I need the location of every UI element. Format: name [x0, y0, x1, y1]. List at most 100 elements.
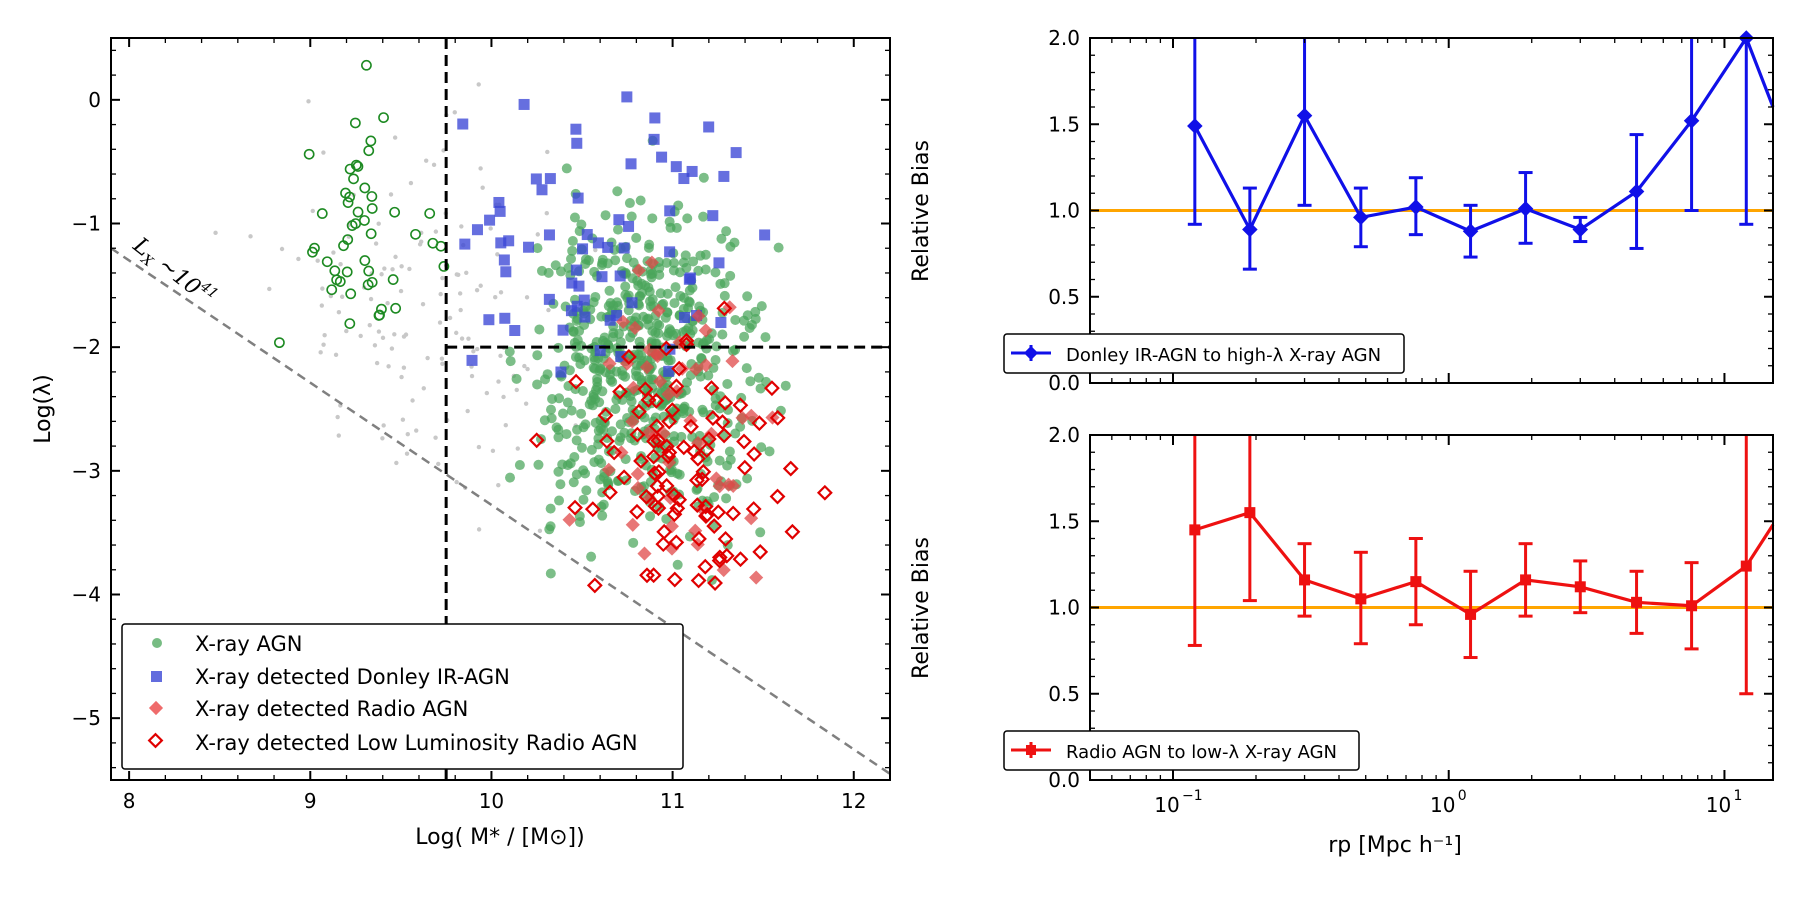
lowlum-radio-agn-point [678, 332, 695, 349]
lowlum-radio-agn-point [690, 572, 707, 589]
xray-agn-open-point [363, 145, 375, 157]
y-tick-label: 0.5 [1048, 682, 1080, 706]
xray-agn-point [742, 310, 753, 321]
lowlum-radio-agn-point [650, 463, 667, 480]
legend-marker-donley [151, 671, 162, 682]
donley-ir-agn-point [555, 366, 567, 378]
lowlum-radio-agn-point [606, 444, 623, 461]
xray-agn-point [588, 362, 599, 373]
legend-label-donley: X-ray detected Donley IR-AGN [195, 665, 510, 689]
xray-agn-point [773, 242, 784, 253]
grey-dot [407, 266, 412, 272]
xray-agn-point [598, 499, 609, 510]
xray-agn-point [505, 472, 516, 483]
grey-dot [484, 390, 490, 396]
xray-agn-point [593, 454, 604, 465]
xray-agn-open-point [363, 265, 375, 277]
y-tick-label: 0 [88, 88, 101, 112]
grey-dot [457, 291, 463, 296]
xray-agn-point [632, 275, 643, 286]
grey-dot [401, 365, 407, 370]
donley-ir-agn-point [715, 317, 727, 329]
donley-ir-agn-point [730, 147, 742, 159]
grey-dot [514, 387, 519, 393]
xray-agn-point [764, 446, 775, 457]
lowlum-radio-agn-point [782, 460, 799, 477]
radio-agn-point [616, 314, 631, 329]
grey-dot [373, 241, 379, 246]
y-tick-label: −3 [72, 459, 101, 483]
xray-agn-point [606, 426, 617, 437]
radio-agn-point [626, 380, 641, 395]
data-marker [1408, 199, 1424, 215]
xray-agn-point [671, 222, 682, 233]
lowlum-radio-agn-point [689, 450, 706, 467]
xray-agn-point [597, 510, 608, 521]
grey-dot [405, 431, 410, 437]
grey-dot [420, 301, 426, 307]
grey-dot [498, 353, 503, 359]
data-marker [1189, 524, 1201, 536]
data-marker [1410, 576, 1422, 588]
donley-ir-agn-point [613, 214, 625, 226]
grey-dot [374, 360, 380, 366]
lowlum-radio-agn-point [661, 413, 678, 430]
grey-dot [386, 364, 391, 369]
scatter-panel: 8 9 10 11 120−1−2−3−4−5 LX ~1041 Log( M* / [… [31, 37, 891, 850]
xray-agn-point [645, 511, 656, 522]
x-tick-label: 11 [660, 789, 685, 813]
grey-dot [496, 379, 501, 384]
xray-agn-open-point [345, 288, 357, 300]
lowlum-radio-agn-point [686, 443, 703, 460]
lowlum-radio-agn-point [645, 567, 662, 584]
grey-dot [501, 394, 506, 400]
grey-dot [454, 272, 459, 277]
lowlum-radio-agn-point [703, 380, 720, 397]
grey-dot [537, 528, 543, 534]
xray-agn-point [756, 442, 767, 453]
donley-ir-agn-point [543, 293, 555, 305]
donley-ir-agn-point [664, 343, 676, 355]
xray-agn-point [674, 267, 685, 278]
donley-ir-agn-point [618, 242, 630, 254]
data-marker [1462, 223, 1479, 239]
xray-agn-point [553, 466, 564, 477]
lowlum-radio-agn-point [698, 442, 715, 459]
grey-dot [379, 272, 384, 277]
lowlum-radio-agn-point [710, 504, 727, 521]
donley-ir-agn-point [578, 294, 590, 306]
x-tick-exponent: 1 [1733, 788, 1742, 804]
grey-dot [408, 180, 414, 186]
grey-dot [380, 436, 385, 441]
radio-agn-point [625, 414, 640, 429]
xray-agn-open-point [366, 276, 378, 288]
data-marker [1244, 507, 1256, 519]
donley-ir-agn-point [615, 351, 627, 363]
xray-agn-point [546, 404, 557, 415]
xray-agn-point [613, 224, 624, 235]
lowlum-radio-agn-point [598, 433, 615, 450]
xray-agn-point [700, 249, 711, 260]
grey-dot [459, 336, 465, 341]
donley-ir-agn-point [498, 254, 510, 266]
y-tick-label: 0.0 [1048, 768, 1080, 792]
grey-dot [380, 335, 386, 341]
xray-agn-point [710, 267, 721, 278]
donley-ir-agn-point [459, 238, 471, 250]
grey-dot [544, 211, 549, 216]
grey-dot [436, 461, 441, 467]
grey-dot [524, 295, 530, 300]
xray-agn-point [532, 379, 543, 390]
lowlum-radio-agn-point [746, 446, 763, 462]
grey-dot [465, 408, 470, 414]
xray-agn-point [670, 282, 681, 293]
xray-agn-point [592, 373, 603, 384]
donley-ir-agn-point [577, 243, 589, 255]
y-tick-label: 1.5 [1048, 509, 1080, 533]
scatter-points [213, 59, 833, 594]
grey-dot [321, 342, 326, 347]
grey-dot [376, 329, 382, 334]
xray-agn-point [590, 385, 601, 396]
xray-agn-point [756, 301, 767, 312]
grey-dot [421, 386, 426, 391]
